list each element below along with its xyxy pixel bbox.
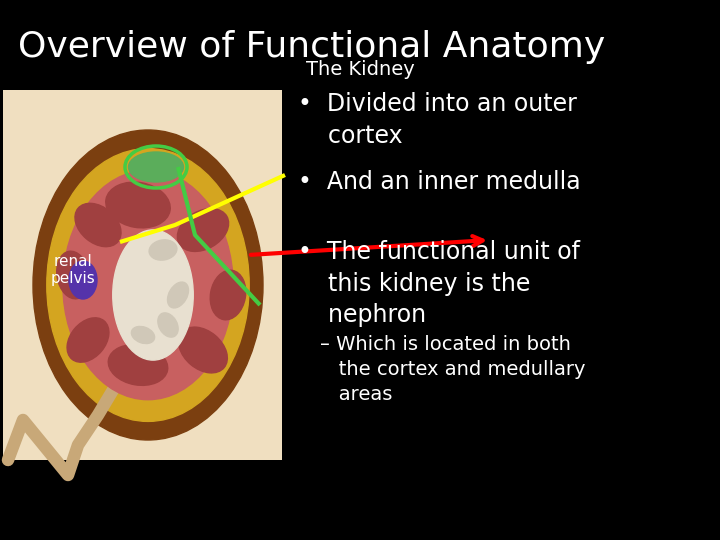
Ellipse shape [75,204,121,247]
Ellipse shape [57,251,89,299]
Ellipse shape [131,327,155,343]
Ellipse shape [113,230,193,360]
Ellipse shape [210,270,246,320]
Text: Overview of Functional Anatomy: Overview of Functional Anatomy [18,30,606,64]
Ellipse shape [47,148,249,421]
Ellipse shape [108,345,168,386]
Ellipse shape [177,208,229,252]
Text: – Which is located in both
   the cortex and medullary
   areas: – Which is located in both the cortex an… [320,335,585,404]
Ellipse shape [179,327,228,373]
Ellipse shape [67,318,109,362]
Ellipse shape [128,152,184,182]
Text: •  And an inner medulla: • And an inner medulla [298,170,580,194]
Text: •  Divided into an outer
    cortex: • Divided into an outer cortex [298,92,577,147]
Ellipse shape [69,261,97,299]
Ellipse shape [63,170,233,400]
Text: The Kidney: The Kidney [305,60,415,79]
Ellipse shape [158,313,178,337]
Ellipse shape [168,282,189,308]
Ellipse shape [149,240,177,260]
Text: •  The functional unit of
    this kidney is the
    nephron: • The functional unit of this kidney is … [298,240,580,327]
Ellipse shape [33,130,263,440]
Ellipse shape [106,182,170,228]
Text: renal
pelvis: renal pelvis [50,254,95,286]
FancyBboxPatch shape [3,90,282,460]
